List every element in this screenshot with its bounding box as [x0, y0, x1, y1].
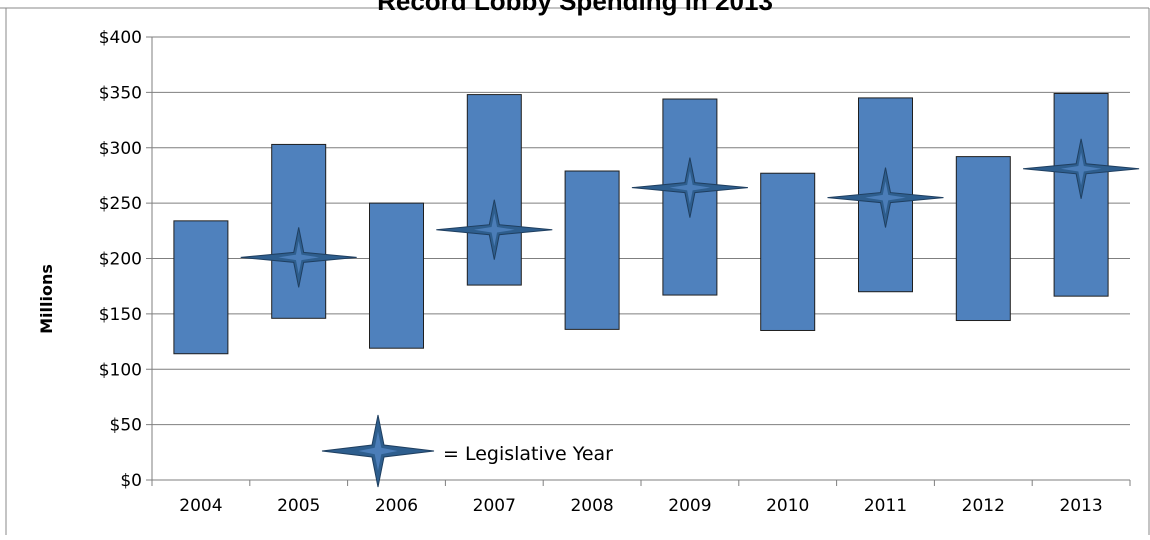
- legislative-star-2005: [240, 227, 357, 288]
- x-tick-label: 2008: [570, 496, 613, 516]
- legislative-star-2011: [827, 167, 944, 228]
- legend: = Legislative Year: [321, 414, 613, 488]
- legislative-markers: [240, 138, 1140, 288]
- range-bar-2008: [564, 170, 620, 330]
- y-axis-title: Millions: [37, 264, 56, 334]
- y-tick-label: $50: [110, 416, 142, 436]
- range-bars: [173, 92, 1109, 355]
- range-bar-2012: [955, 156, 1011, 322]
- y-tick-label: $350: [99, 83, 142, 103]
- range-bar-2006: [369, 202, 424, 349]
- x-tick-label: 2009: [668, 496, 711, 516]
- x-tick-label: 2010: [766, 496, 809, 516]
- legend-star-icon: [321, 414, 435, 488]
- x-tick-label: 2013: [1059, 496, 1102, 516]
- x-tick-label: 2011: [864, 496, 907, 516]
- legend-label: = Legislative Year: [443, 443, 613, 465]
- y-tick-label: $200: [99, 250, 142, 270]
- x-tick-label: 2006: [375, 496, 418, 516]
- y-tick-label: $400: [99, 28, 142, 48]
- range-bar-2010: [760, 172, 816, 331]
- range-bar-2004: [173, 220, 229, 355]
- x-tick-label: 2012: [962, 496, 1005, 516]
- x-tick-label: 2004: [179, 496, 222, 516]
- x-tick-label: 2007: [473, 496, 516, 516]
- y-tick-label: $250: [99, 194, 142, 214]
- x-tick-label: 2005: [277, 496, 320, 516]
- y-tick-label: $100: [99, 360, 142, 380]
- y-axis: $0 $50 $100 $150 $200 $250 $300 $350 $400: [99, 28, 153, 491]
- legislative-star-2007: [436, 199, 553, 260]
- y-tick-label: $150: [99, 305, 142, 325]
- chart-title: Record Lobby Spending in 2013: [377, 0, 773, 16]
- y-tick-label: $0: [120, 471, 142, 491]
- legislative-star-2009: [631, 157, 748, 218]
- legislative-star-2013: [1023, 138, 1140, 199]
- x-axis: 2004 2005 2006 2007 2008 2009 2010 2011 2012 2013: [151, 480, 1131, 516]
- y-tick-label: $300: [99, 139, 142, 159]
